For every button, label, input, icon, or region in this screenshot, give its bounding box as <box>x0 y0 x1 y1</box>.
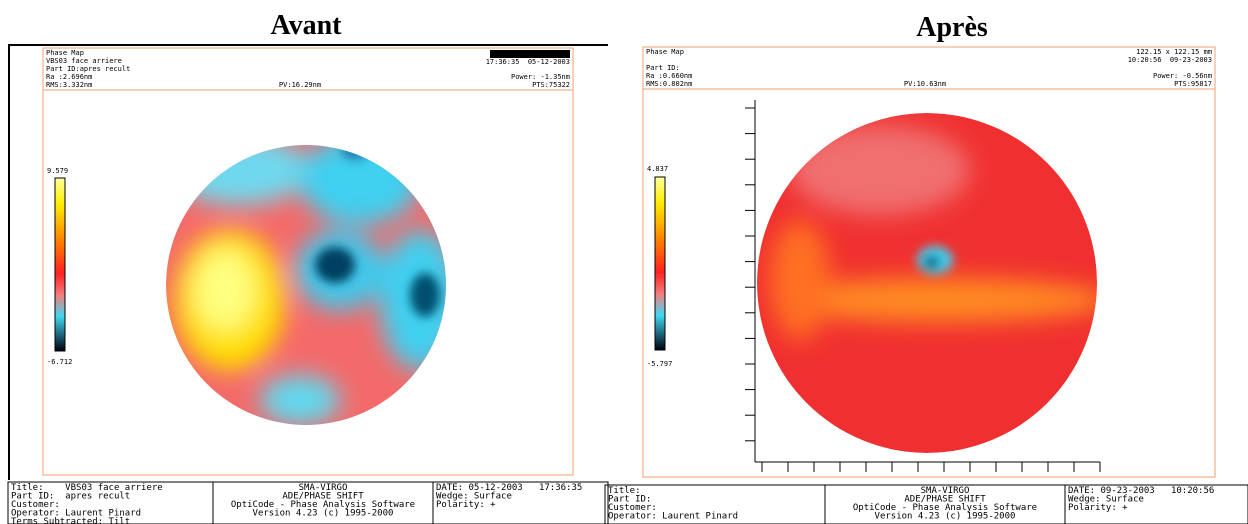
footer-text: SMA-VIRGO <box>299 483 348 493</box>
footer-text: Wedge: Surface <box>436 492 512 502</box>
header-text: Part ID: <box>646 64 680 72</box>
footer-text: DATE: 05-12-2003 17:36:35 <box>436 483 582 493</box>
footer-text: Terms Subtracted: Tilt <box>11 517 130 524</box>
footer-text: Version 4.23 (c) 1995-2000 <box>875 512 1016 522</box>
footer-text: Part ID: <box>608 495 651 505</box>
footer-text: Version 4.23 (c) 1995-2000 <box>253 509 394 519</box>
footer-frame <box>604 484 1248 524</box>
header-text: PV:10.63nm <box>904 80 946 88</box>
header-text: Ra :2.696nm <box>46 73 92 81</box>
header-text: 10:20:56 09-23-2003 <box>1128 56 1212 64</box>
colorbar-min: -6.712 <box>47 358 72 366</box>
phase-map <box>757 113 1097 453</box>
colorbar-max: 4.837 <box>647 165 668 173</box>
header-text: Ra :0.660nm <box>646 72 692 80</box>
footer-text: Polarity: + <box>436 500 496 510</box>
footer-text: Operator: Laurent Pinard <box>11 509 141 519</box>
footer-text: Operator: Laurent Pinard <box>608 512 738 522</box>
panel-title: Avant <box>270 10 342 41</box>
header-text: Phase Map <box>646 48 684 56</box>
panel-title: Après <box>916 12 988 43</box>
colorbar-min: -5.797 <box>647 360 672 368</box>
footer-text: Customer: <box>11 500 60 510</box>
plot-frame <box>642 46 1216 478</box>
footer-text: Wedge: Surface <box>1068 495 1144 505</box>
footer-text: OptiCode - Phase Analysis Software <box>231 500 415 510</box>
phase-map <box>166 145 446 425</box>
footer-text: Customer: <box>608 503 657 513</box>
header-text: Power: -0.56nm <box>1153 72 1212 80</box>
footer-text: SMA-VIRGO <box>921 486 970 496</box>
header-text: PTS:95817 <box>1174 80 1212 88</box>
colorbar-max: 9.579 <box>47 167 68 175</box>
footer-text: OptiCode - Phase Analysis Software <box>853 503 1037 513</box>
colorbar <box>654 176 666 351</box>
axes <box>745 100 1101 472</box>
footer-text: Polarity: + <box>1068 503 1128 513</box>
header-text: 17:36:35 05-12-2003 <box>486 58 570 66</box>
header-text: RMS:3.332nm <box>46 81 92 89</box>
header-text: VBS03 face arriere <box>46 57 122 65</box>
header-text: 122.15 x 122.15 mm <box>1136 48 1212 56</box>
plot-frame <box>42 47 574 476</box>
footer-text: Title: <box>608 486 641 496</box>
header-text: Part ID:apres recult <box>46 65 130 73</box>
header-text: PV:16.29nm <box>279 81 321 89</box>
footer-frame <box>7 481 609 524</box>
header-text: Power: -1.35nm <box>511 73 570 81</box>
footer-text: ADE/PHASE SHIFT <box>282 492 364 502</box>
header-text: PTS:75322 <box>532 81 570 89</box>
footer-text: DATE: 09-23-2003 10:20:56 <box>1068 486 1214 496</box>
redaction <box>490 50 570 58</box>
header-text: RMS:0.802nm <box>646 80 692 88</box>
colorbar <box>54 177 66 352</box>
footer-text: ADE/PHASE SHIFT <box>904 495 986 505</box>
footer-text: Part ID: apres recult <box>11 492 130 502</box>
footer-text: Title: VBS03 face arriere <box>11 483 163 493</box>
header-text: Phase Map <box>46 49 84 57</box>
